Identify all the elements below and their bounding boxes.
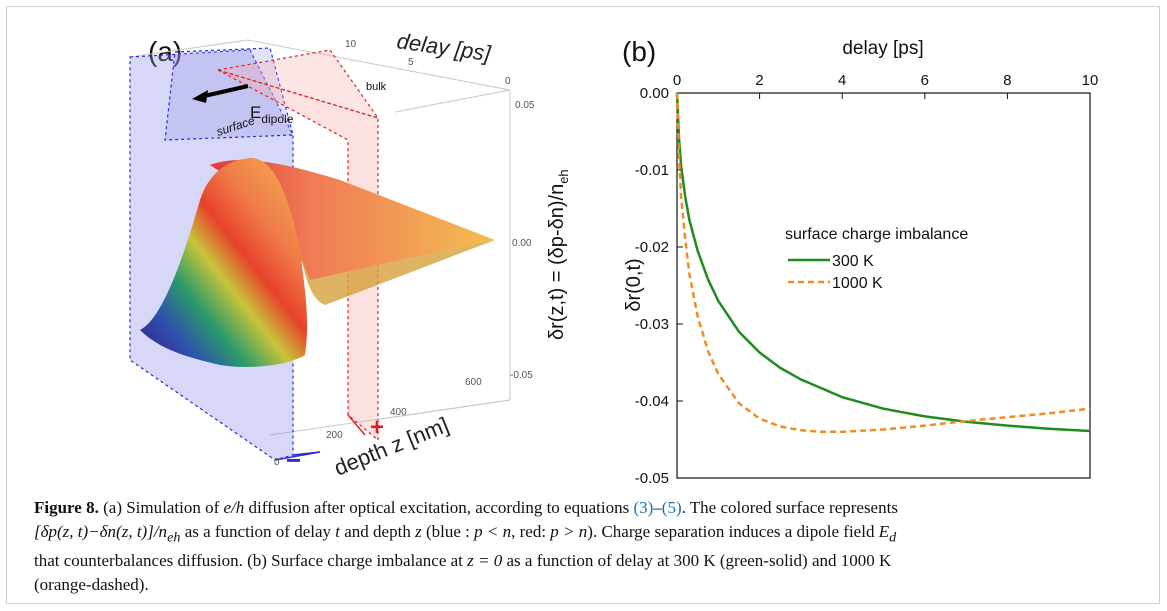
panel-b-chart: 0 2 4 6 8 10 0.00 -0.01 -0.02 -0.03 -0.04 -0.05 de… [623, 38, 1099, 487]
caption-text: that counterbalances diffusion. (b) Surf… [34, 551, 468, 571]
depth-tick: 400 [390, 407, 407, 418]
x-axis-label: delay [ps] [842, 38, 923, 59]
caption-line-2: [δp(z, t)−δn(z, t)]/neh as a function of… [34, 520, 1134, 549]
caption-math: z [415, 522, 422, 541]
series-layer [675, 92, 1091, 434]
colored-surface [140, 157, 495, 367]
equation-link[interactable]: (5) [661, 498, 682, 517]
caption-text: diffusion after optical excitation, acco… [244, 498, 634, 517]
x-ticks: 0 2 4 6 8 10 [673, 72, 1099, 99]
caption-text: ). Charge separation induces a dipole fi… [587, 522, 879, 541]
x-tick-label: 2 [755, 72, 763, 89]
minus-sign: − [286, 445, 301, 475]
z-tick: 0.05 [515, 100, 535, 111]
caption-math: t [335, 522, 341, 541]
caption-line-1: Figure 8. (a) Simulation of e/h diffusio… [34, 496, 1134, 520]
x-tick-label: 0 [673, 72, 681, 89]
series-line-300-k [675, 92, 1091, 433]
caption-text: . The colored surface represents [681, 498, 898, 517]
dipole-label: Edipole [250, 103, 294, 126]
y-tick-label: -0.04 [635, 393, 669, 410]
legend: surface charge imbalance 300 K 1000 K [785, 226, 968, 292]
delay-tick: 10 [345, 39, 357, 50]
caption-text: (a) Simulation of [98, 498, 224, 517]
delay-ticks: 10 5 0 [345, 39, 511, 87]
z-tick: -0.05 [510, 370, 533, 381]
x-tick-label: 6 [921, 72, 929, 89]
caption-math: p < n [474, 522, 512, 541]
equation-link[interactable]: (3) [633, 498, 654, 517]
legend-1000-label: 1000 K [832, 275, 883, 292]
x-tick-label: 8 [1003, 72, 1011, 89]
legend-title: surface charge imbalance [785, 226, 968, 243]
caption-math-sub: eh [167, 529, 181, 546]
figure-label: Figure 8. [34, 498, 99, 517]
caption-text: , red: [511, 522, 551, 541]
y-axis-label: δr(0,t) [623, 258, 645, 311]
y-tick-label: -0.02 [635, 239, 669, 256]
y-tick-label: 0.00 [640, 85, 669, 102]
depth-tick: 200 [326, 430, 343, 441]
z-ticks: 0.05 0.00 -0.05 [510, 100, 535, 381]
y-tick-label: -0.05 [635, 470, 669, 487]
series-line-1000-k [675, 92, 1091, 434]
x-tick-label: 10 [1082, 72, 1099, 89]
caption-math: E [878, 522, 890, 541]
caption-text: – [653, 498, 662, 517]
caption-text: (orange-dashed). [34, 575, 149, 595]
y-tick-label: -0.01 [635, 162, 669, 179]
legend-300-label: 300 K [832, 253, 874, 270]
depth-tick: 600 [465, 377, 482, 388]
dipole-arrow [192, 84, 249, 103]
y-ticks: 0.00 -0.01 -0.02 -0.03 -0.04 -0.05 [635, 85, 683, 487]
caption-math: [δp(z, t)−δn(z, t)]/n [34, 522, 168, 541]
plus-sign: + [370, 414, 384, 441]
panel-b-label: (b) [622, 36, 657, 67]
x-tick-label: 4 [838, 72, 846, 89]
panel-a-3d-plot: surface bulk Edipole delay [ps] 10 5 0 0… [129, 28, 571, 481]
depth-ticks: 0 200 400 600 [274, 377, 482, 468]
caption-line-3: that counterbalances diffusion. (b) Surf… [34, 549, 1134, 573]
y-tick-label: -0.03 [635, 316, 669, 333]
bulk-region-red [217, 49, 380, 442]
caption-text: as a function of delay at 300 K (green-s… [502, 551, 892, 571]
depth-tick: 0 [274, 457, 280, 468]
depth-axis-label: depth z [nm] [331, 412, 453, 481]
plot-frame [676, 92, 1091, 479]
delay-tick: 5 [408, 57, 414, 68]
caption-text: (blue : [421, 522, 475, 541]
caption-text: and depth [340, 522, 416, 541]
bulk-label: bulk [366, 81, 387, 93]
caption-math-sub: d [889, 529, 897, 546]
caption-text: as a function of delay [180, 522, 336, 541]
delay-tick: 0 [505, 76, 511, 87]
figure-caption: Figure 8. (a) Simulation of e/h diffusio… [34, 496, 1134, 597]
caption-math: e/h [223, 498, 245, 517]
caption-math: z = 0 [467, 551, 503, 571]
z-tick: 0.00 [512, 238, 532, 249]
caption-line-4: (orange-dashed). [34, 573, 1134, 597]
z-axis-label: δr(z,t) = (δp-δn)/neh [546, 169, 571, 340]
caption-math: p > n [550, 522, 588, 541]
